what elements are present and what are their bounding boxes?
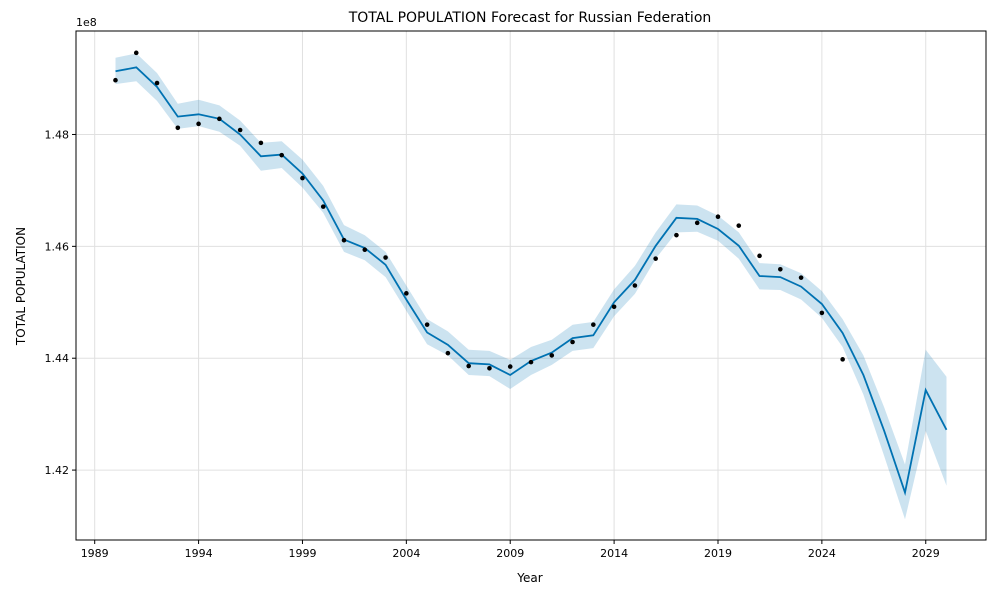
actual-point <box>778 266 783 272</box>
y-offset-label: 1e8 <box>76 16 97 29</box>
actual-point <box>819 310 825 316</box>
actual-point <box>424 322 430 327</box>
y-tick-label: 1.44 <box>45 352 70 365</box>
actual-point <box>487 365 492 371</box>
x-tick-label: 1994 <box>185 547 213 560</box>
actual-point <box>466 363 471 369</box>
x-tick-label: 2004 <box>392 547 420 560</box>
actual-point <box>279 152 284 158</box>
y-tick-label: 1.48 <box>45 128 70 141</box>
actual-point <box>549 353 555 358</box>
actual-point <box>653 256 658 261</box>
x-axis-label: Year <box>516 571 542 585</box>
y-axis-label: TOTAL POPULATION <box>14 227 28 346</box>
actual-point <box>341 237 347 243</box>
actual-point <box>154 80 160 86</box>
x-axis-ticks: 1989 1994 1999 2004 2009 2014 2019 2024 2029 <box>81 540 940 560</box>
x-tick-label: 1999 <box>288 547 316 560</box>
y-tick-label: 1.46 <box>45 240 70 253</box>
actual-point <box>611 304 617 310</box>
actual-point <box>113 77 118 83</box>
actual-point <box>736 223 742 228</box>
actual-point <box>362 247 368 253</box>
actual-point <box>175 125 181 131</box>
plot-frame <box>75 30 987 541</box>
x-tick-label: 2009 <box>496 547 524 560</box>
actual-point <box>715 214 721 220</box>
actual-point <box>528 359 534 365</box>
actual-point <box>258 140 264 146</box>
x-tick-label: 2019 <box>704 547 732 560</box>
actual-point <box>674 232 679 238</box>
actual-point <box>404 291 409 296</box>
actual-points <box>113 50 845 371</box>
actual-point <box>694 220 700 226</box>
actual-point <box>217 116 222 122</box>
actual-point <box>320 204 326 209</box>
actual-point <box>798 275 804 280</box>
actual-point <box>383 255 388 260</box>
actual-point <box>237 127 243 133</box>
actual-point <box>840 357 845 362</box>
chart-title: TOTAL POPULATION Forecast for Russian Fe… <box>348 10 712 26</box>
uncertainty-band <box>115 53 947 520</box>
actual-point <box>591 322 596 327</box>
actual-point <box>632 283 638 288</box>
y-axis-ticks: 1.42 1.44 1.46 1.48 <box>45 128 76 477</box>
actual-point <box>196 121 201 127</box>
actual-point <box>570 339 575 345</box>
actual-point <box>757 253 762 259</box>
x-tick-label: 2029 <box>912 547 940 560</box>
x-tick-label: 1989 <box>81 547 109 560</box>
actual-point <box>445 350 451 356</box>
actual-point <box>300 175 305 181</box>
gridlines <box>76 31 986 540</box>
x-tick-label: 2014 <box>600 547 628 560</box>
x-tick-label: 2024 <box>808 547 836 560</box>
y-tick-label: 1.42 <box>45 464 70 477</box>
actual-point <box>507 364 513 369</box>
actual-point <box>133 50 139 56</box>
